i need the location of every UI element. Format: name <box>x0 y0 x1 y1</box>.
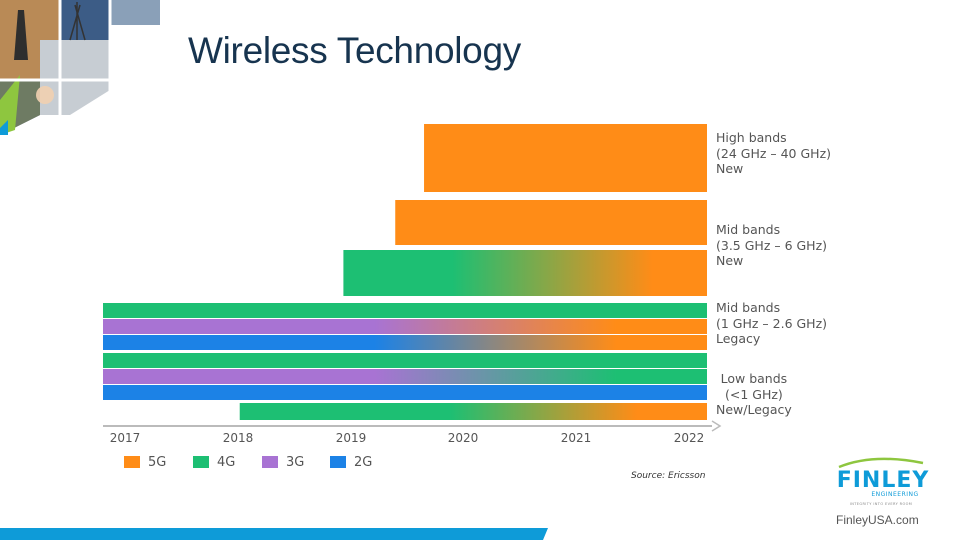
corner-photo-collage <box>0 0 160 135</box>
chart-source: Source: Ericsson <box>631 471 706 481</box>
bar-3g-lane-4 <box>103 319 707 334</box>
bar-4g-lane-2 <box>343 250 707 296</box>
bar-3g-lane-7 <box>103 369 707 384</box>
legend-item-4g: 4G <box>193 454 235 470</box>
time-axis-arrow-icon <box>711 420 722 432</box>
logo-swoosh-icon <box>838 457 924 469</box>
logo-tagline: INTEGRITY INTO EVERY ROOM <box>850 502 912 506</box>
band-label-mid-new: Mid bands (3.5 GHz – 6 GHz) New <box>716 222 828 268</box>
band-label-low: Low bands (<1 GHz) New/Legacy <box>716 371 792 417</box>
bottom-accent-bar <box>0 528 548 540</box>
bar-2g-lane-8 <box>103 385 707 400</box>
band-label-mid-legacy: Mid bands (1 GHz – 2.6 GHz) Legacy <box>716 300 828 346</box>
legend-item-2g: 2G <box>330 454 372 470</box>
x-tick-label-2019: 2019 <box>336 431 367 445</box>
x-tick-label-2017: 2017 <box>110 431 141 445</box>
band-label-high-new: High bands (24 GHz – 40 GHz) New <box>716 130 832 176</box>
x-tick-label-2020: 2020 <box>448 431 479 445</box>
legend-label-3g: 3G <box>286 454 305 470</box>
legend-swatch-4g <box>193 456 209 468</box>
bar-4g-lane-9 <box>239 403 707 420</box>
legend-swatch-3g <box>262 456 278 468</box>
legend-item-3g: 3G <box>262 454 304 470</box>
legend-label-4g: 4G <box>217 454 236 470</box>
x-tick-label-2018: 2018 <box>223 431 254 445</box>
logo-wordmark: FINLEY <box>837 468 930 493</box>
x-tick-label-2022: 2022 <box>674 431 705 445</box>
bar-4g-lane-3 <box>103 303 707 318</box>
legend-swatch-2g <box>330 456 346 468</box>
bar-4g-lane-6 <box>103 353 707 368</box>
bar-5g-lane-0 <box>424 124 707 192</box>
x-tick-label-2021: 2021 <box>561 431 592 445</box>
legend-swatch-5g <box>124 456 140 468</box>
legend-label-5g: 5G <box>148 454 167 470</box>
legend-label-2g: 2G <box>354 454 373 470</box>
bar-2g-lane-5 <box>103 335 707 350</box>
bar-5g-lane-1 <box>395 200 707 245</box>
page-title: Wireless Technology <box>188 30 521 71</box>
logo-subtitle: ENGINEERING <box>871 491 918 498</box>
finley-logo: FINLEY ENGINEERING INTEGRITY INTO EVERY … <box>837 457 930 506</box>
website-link[interactable]: FinleyUSA.com <box>836 513 919 527</box>
legend-item-5g: 5G <box>124 454 166 470</box>
